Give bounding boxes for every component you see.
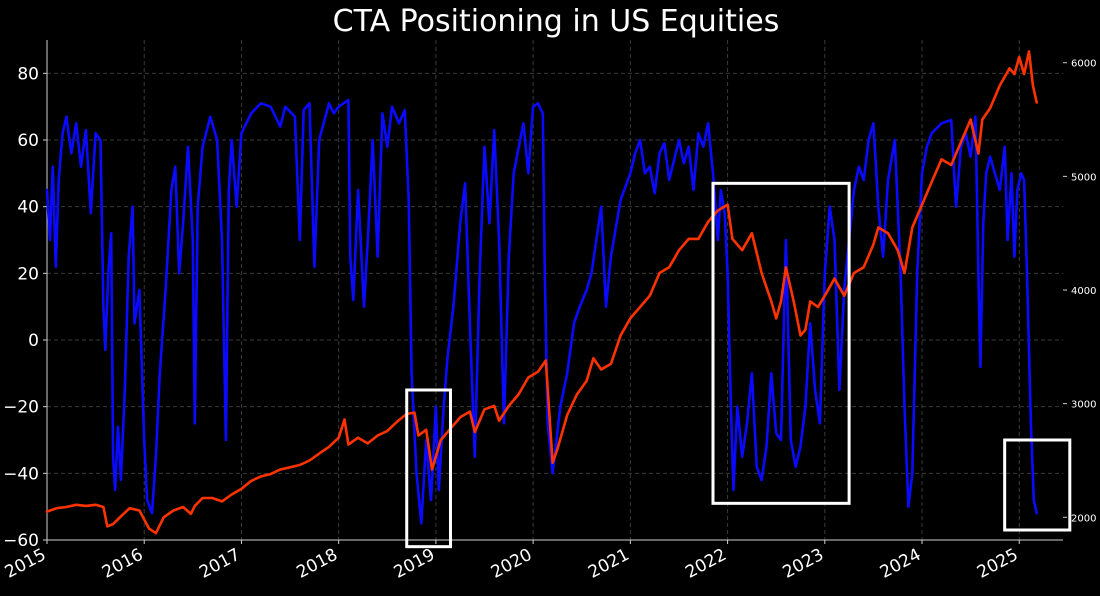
- highlight-box: [1003, 438, 1072, 532]
- y-left-tick-label: 20: [17, 264, 39, 284]
- data-series: [45, 50, 1038, 535]
- y-left-tick-label: 80: [17, 64, 39, 84]
- chart-title: CTA Positioning in US Equities: [333, 4, 780, 39]
- highlight-boxes: [405, 181, 1072, 549]
- highlight-box: [405, 388, 452, 549]
- axes: [43, 40, 1067, 544]
- y-right-tick-label: 4000: [1071, 286, 1096, 297]
- y-right-tick-label: 5000: [1071, 172, 1096, 183]
- y-left-tick-label: 60: [17, 131, 39, 151]
- y-left-tick-label: −40: [3, 464, 39, 484]
- index-price-line: [45, 50, 1038, 535]
- highlight-box: [711, 181, 851, 505]
- y-right-tick-label: 3000: [1071, 400, 1096, 411]
- y-right-tick-label: 2000: [1071, 513, 1096, 524]
- y-left-tick-label: −60: [3, 531, 39, 551]
- y-left-tick-label: 0: [28, 331, 39, 351]
- y-left-tick-label: −20: [3, 398, 39, 418]
- y-right-tick-label: 6000: [1071, 59, 1096, 70]
- y-left-tick-label: 40: [17, 198, 39, 218]
